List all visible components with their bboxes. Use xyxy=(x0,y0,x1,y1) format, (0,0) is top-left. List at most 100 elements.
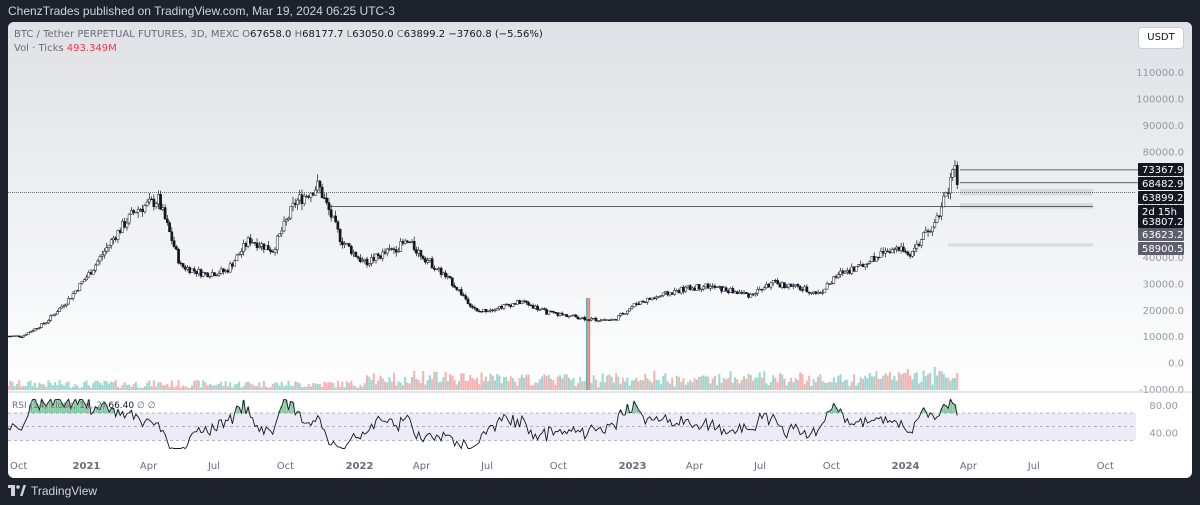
volume-bar xyxy=(36,387,39,390)
y-axis-tick-label: -10000.0 xyxy=(1139,385,1184,396)
candle xyxy=(583,316,587,321)
candle xyxy=(549,310,553,313)
volume-bar xyxy=(345,381,348,390)
candle xyxy=(105,247,109,252)
candle xyxy=(628,308,631,312)
volume-bar xyxy=(693,378,696,390)
volume-bar xyxy=(390,381,393,390)
x-axis-tick-label: Jul xyxy=(480,461,493,472)
price-chart[interactable]: 110000.0100000.090000.080000.070000.0600… xyxy=(8,22,1192,478)
candle xyxy=(40,323,44,328)
candle xyxy=(309,192,313,198)
candle xyxy=(913,247,916,252)
volume-bar xyxy=(725,379,728,390)
price-tag xyxy=(1138,205,1184,218)
volume-bar xyxy=(188,387,191,390)
candle xyxy=(648,298,652,301)
volume-bar xyxy=(332,382,335,390)
candle xyxy=(507,303,510,306)
volume-bar xyxy=(283,386,286,390)
candle xyxy=(504,303,508,306)
volume-bar xyxy=(179,387,182,390)
candle xyxy=(388,248,391,250)
candle xyxy=(639,300,643,305)
candle xyxy=(177,248,180,264)
volume-bar xyxy=(18,380,21,390)
candle xyxy=(843,271,847,274)
volume-bar xyxy=(11,381,14,390)
candle xyxy=(693,287,697,291)
candle xyxy=(91,270,95,275)
volume-bar xyxy=(42,384,45,390)
candle xyxy=(578,318,582,320)
candle xyxy=(848,270,851,274)
volume-bar xyxy=(704,376,707,390)
rsi-overbought-fill xyxy=(282,399,286,414)
volume-bar xyxy=(805,380,808,390)
volume-bar xyxy=(244,382,247,390)
candle xyxy=(821,292,824,294)
volume-bar xyxy=(484,376,487,390)
currency-button[interactable]: USDT xyxy=(1138,27,1184,49)
volume-bar xyxy=(891,379,894,390)
rsi-overbought-fill xyxy=(111,408,116,414)
volume-bar xyxy=(736,379,739,390)
volume-bar xyxy=(720,383,723,390)
volume-bar xyxy=(684,384,687,390)
volume-bar xyxy=(514,381,517,390)
candle xyxy=(112,237,115,241)
volume-bar xyxy=(399,382,402,390)
volume-bar xyxy=(841,381,844,390)
volume-bar xyxy=(323,381,326,390)
rsi-overbought-fill xyxy=(921,407,926,414)
volume-bar xyxy=(366,375,369,390)
volume-bar xyxy=(929,373,932,390)
publisher-header: ChenzTrades published on TradingView.com… xyxy=(0,0,1200,22)
volume-bar xyxy=(139,387,142,390)
candle xyxy=(385,248,389,254)
rsi-overbought-fill xyxy=(951,403,955,414)
candle xyxy=(157,194,160,205)
volume-bar xyxy=(496,373,499,390)
price-tag xyxy=(1138,215,1184,228)
candle xyxy=(935,215,939,223)
volume-bar xyxy=(529,385,532,390)
candle xyxy=(881,251,885,254)
volume-bar xyxy=(451,375,454,390)
candle xyxy=(626,310,629,314)
volume-bar xyxy=(677,376,680,390)
candle xyxy=(780,282,784,288)
rsi-overbought-fill xyxy=(46,402,50,414)
candle xyxy=(904,251,907,253)
candle xyxy=(872,256,876,262)
candle xyxy=(511,303,515,307)
volume-bar xyxy=(446,381,449,390)
price-tag-label: 63623.2 xyxy=(1142,230,1183,241)
volume-bar xyxy=(285,385,288,390)
candle xyxy=(816,292,820,294)
candle xyxy=(659,295,663,297)
rsi-overbought-fill xyxy=(100,403,104,414)
candle xyxy=(702,286,705,290)
volume-bar xyxy=(256,386,259,390)
candle xyxy=(899,246,903,251)
volume-bar xyxy=(787,381,790,390)
candle xyxy=(720,286,723,292)
candle xyxy=(601,319,605,321)
volume-bar xyxy=(197,380,200,390)
volume-bar xyxy=(859,377,862,390)
volume-bar xyxy=(828,381,831,390)
price-tag xyxy=(1138,163,1184,176)
volume-bar xyxy=(415,378,418,390)
candle xyxy=(338,229,342,242)
tradingview-logo[interactable]: TradingView xyxy=(8,484,97,498)
volume-bar xyxy=(660,384,663,390)
volume-bar xyxy=(953,378,956,390)
volume-bar xyxy=(794,378,797,390)
candle xyxy=(439,267,443,275)
candle xyxy=(127,213,131,224)
candle xyxy=(428,258,432,261)
candle xyxy=(244,243,248,247)
low-label: L xyxy=(346,29,353,40)
volume-bar xyxy=(884,373,887,390)
